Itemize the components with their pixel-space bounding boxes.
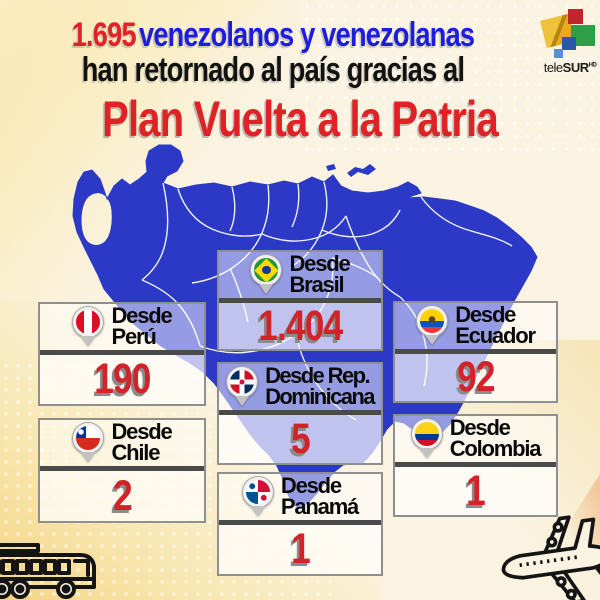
peru-flag — [73, 307, 104, 337]
bus-icon — [0, 542, 108, 600]
stat-value-ecuador: 92 — [395, 354, 556, 401]
stat-value-dominicana: 5 — [219, 415, 381, 463]
stat-card-chile: Desde Chile 2 — [38, 418, 206, 523]
stat-value-brasil: 1.404 — [219, 303, 381, 349]
stat-label-text: Desde Ecuador — [455, 302, 536, 348]
logo-tele-text: tele — [543, 60, 563, 75]
stat-card-peru: Desde Perú 190 — [38, 302, 206, 406]
panama-flag — [242, 477, 273, 507]
telesur-logo: teleSURHD — [540, 8, 599, 76]
page-title: Plan Vuelta a la Patria — [102, 91, 499, 147]
stat-label-text: Desde Colombia — [449, 415, 542, 461]
logo-hd-badge: HD — [588, 62, 597, 69]
stat-label-brasil: Desde Brasil — [219, 252, 381, 303]
stat-label-colombia: Desde Colombia — [395, 416, 556, 467]
colombia-flag-pin-icon — [411, 418, 443, 460]
margarita-island — [347, 164, 376, 177]
brazil-flag-pin-icon — [250, 254, 282, 296]
returnee-count: 1.695 — [71, 16, 137, 54]
logo-lightblue-square — [554, 49, 563, 58]
stat-label-text: Desde Panamá — [280, 473, 359, 519]
headline-text: venezolanos y venezolanas — [139, 16, 475, 54]
stat-label-ecuador: Desde Ecuador — [395, 303, 556, 354]
headline-count-line: 1.695venezolanos y venezolanas — [33, 16, 513, 55]
stat-label-chile: Desde Chile — [40, 420, 204, 471]
subtitle-line: han retornado al país gracias al — [81, 51, 465, 89]
dominican-republic-flag-pin-icon — [226, 366, 258, 408]
peru-flag-pin-icon — [72, 306, 104, 348]
panama-flag-pin-icon — [242, 476, 274, 518]
stat-label-text: Desde Rep. Dominicana — [265, 363, 375, 409]
brazil-flag — [251, 255, 282, 285]
small-island — [326, 164, 336, 171]
ecuador-flag-pin-icon — [416, 305, 448, 347]
colombia-flag — [411, 419, 442, 449]
stat-card-panama: Desde Panamá 1 — [217, 472, 383, 576]
dominican-republic-flag — [227, 367, 258, 397]
stat-label-dominicana: Desde Rep. Dominicana — [219, 364, 381, 415]
chile-flag-pin-icon — [72, 422, 104, 464]
ecuador-flag — [417, 306, 448, 336]
stat-value-panama: 1 — [219, 525, 381, 574]
stat-card-dominicana: Desde Rep. Dominicana 5 — [217, 362, 383, 465]
stat-card-ecuador: Desde Ecuador 92 — [393, 301, 558, 403]
stat-label-panama: Desde Panamá — [219, 474, 381, 525]
logo-blue-square — [562, 37, 576, 50]
stat-label-peru: Desde Perú — [40, 304, 204, 355]
stat-label-text: Desde Chile — [111, 419, 172, 465]
telesur-wordmark: teleSURHD — [541, 60, 599, 75]
chile-flag — [73, 423, 104, 453]
logo-red-square — [568, 9, 583, 24]
stat-label-text: Desde Perú — [111, 303, 172, 349]
stat-value-peru: 190 — [40, 355, 204, 404]
airplane-icon — [489, 491, 600, 600]
logo-sur-text: SUR — [562, 60, 589, 75]
stat-label-text: Desde Brasil — [289, 251, 350, 297]
stat-value-chile: 2 — [40, 471, 204, 521]
stat-card-brasil: Desde Brasil 1.404 — [217, 250, 383, 351]
